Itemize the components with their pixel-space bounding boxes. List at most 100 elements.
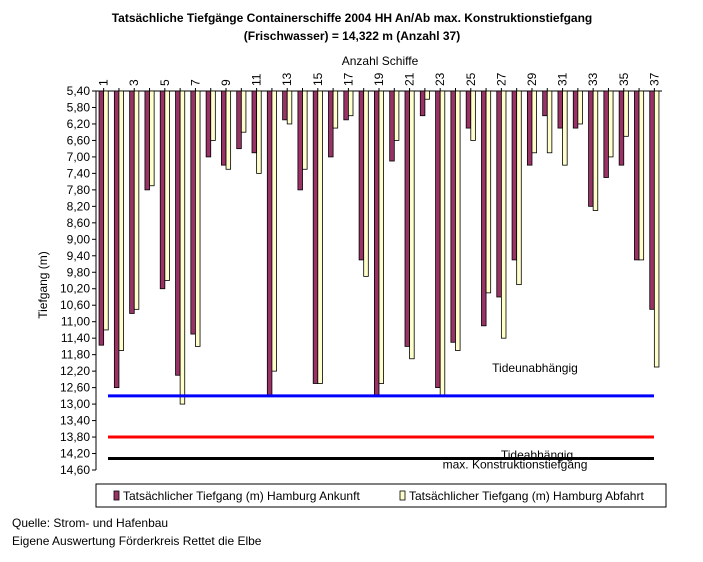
bar bbox=[175, 90, 181, 376]
bar bbox=[485, 90, 492, 294]
bar bbox=[588, 90, 594, 207]
y-tick-label: 14,20 bbox=[60, 447, 90, 461]
bar bbox=[638, 90, 645, 261]
x-tick-label: 25 bbox=[464, 72, 478, 86]
y-tick-label: 5,80 bbox=[67, 100, 91, 114]
y-tick-label: 12,20 bbox=[60, 364, 90, 378]
bar bbox=[572, 90, 579, 129]
bar bbox=[297, 90, 303, 191]
bar bbox=[393, 90, 400, 141]
bar bbox=[190, 90, 196, 335]
bar bbox=[98, 90, 105, 346]
bar bbox=[592, 90, 599, 211]
y-tick-label: 10,20 bbox=[60, 282, 90, 296]
y-tick-label: 13,00 bbox=[60, 397, 90, 411]
bar bbox=[470, 90, 476, 141]
x-tick-label: 3 bbox=[127, 79, 141, 86]
bar bbox=[236, 90, 242, 150]
bar bbox=[409, 90, 415, 360]
x-tick-label: 27 bbox=[494, 72, 508, 86]
y-tick-label: 11,40 bbox=[61, 331, 90, 345]
x-tick-label: 21 bbox=[403, 72, 417, 86]
bar bbox=[251, 90, 258, 154]
chart-subtitle: (Frischwasser) = 14,322 m (Anzahl 37) bbox=[244, 29, 460, 43]
bar bbox=[531, 90, 537, 154]
bar bbox=[348, 90, 354, 117]
y-tick-label: 14,60 bbox=[60, 463, 90, 477]
y-tick-label: 7,80 bbox=[67, 183, 91, 197]
bar bbox=[343, 90, 349, 121]
bar bbox=[496, 90, 502, 298]
bar bbox=[302, 90, 308, 170]
legend-label: Tatsächlicher Tiefgang (m) Hamburg Abfah… bbox=[409, 489, 644, 503]
bar bbox=[179, 90, 186, 405]
bar bbox=[332, 90, 339, 129]
y-tick-label: 5,40 bbox=[67, 84, 91, 98]
bar bbox=[205, 90, 212, 158]
bar bbox=[210, 90, 216, 141]
bar bbox=[439, 90, 446, 397]
x-tick-label: 9 bbox=[219, 79, 233, 86]
bar bbox=[144, 90, 150, 191]
bar bbox=[358, 90, 365, 261]
bar bbox=[516, 90, 522, 286]
x-tick-label: 1 bbox=[97, 79, 111, 86]
bar bbox=[424, 90, 430, 100]
bar bbox=[481, 90, 487, 327]
y-tick-label: 7,40 bbox=[67, 166, 91, 180]
y-tick-label: 6,20 bbox=[67, 117, 91, 131]
x-tick-label: 11 bbox=[250, 73, 264, 86]
bar bbox=[103, 90, 109, 331]
x-tick-label: 31 bbox=[556, 72, 570, 86]
bar bbox=[312, 90, 319, 384]
x-tick-label: 33 bbox=[586, 72, 600, 86]
y-tick-label: 8,60 bbox=[67, 216, 91, 230]
bar bbox=[286, 90, 293, 125]
x-tick-label: 5 bbox=[158, 79, 172, 86]
reference-label: Tideunabhängig bbox=[492, 361, 578, 375]
bar bbox=[542, 90, 548, 117]
x-tick-label: 19 bbox=[372, 72, 386, 86]
y-tick-label: 7,00 bbox=[67, 150, 91, 164]
bar bbox=[317, 90, 323, 384]
x-tick-label: 17 bbox=[341, 72, 355, 86]
bar bbox=[378, 90, 384, 384]
y-tick-label: 12,60 bbox=[60, 381, 90, 395]
bar bbox=[653, 90, 660, 368]
bar bbox=[577, 90, 583, 125]
x-tick-label: 7 bbox=[188, 79, 202, 86]
legend-swatch bbox=[399, 490, 406, 501]
bar bbox=[603, 90, 609, 178]
bar bbox=[404, 90, 410, 347]
bar bbox=[129, 90, 135, 314]
bar bbox=[435, 90, 441, 389]
bar bbox=[526, 90, 533, 166]
y-tick-label: 13,80 bbox=[60, 430, 90, 444]
bar bbox=[618, 90, 625, 166]
bar bbox=[557, 90, 563, 129]
y-tick-label: 11,00 bbox=[61, 315, 90, 329]
footnote: Quelle: Strom- und Hafenbau bbox=[12, 516, 168, 530]
bar bbox=[164, 90, 170, 281]
bar bbox=[511, 90, 518, 261]
x-tick-label: 15 bbox=[311, 72, 325, 86]
bar bbox=[133, 90, 140, 310]
legend-box bbox=[95, 483, 667, 508]
bar bbox=[608, 90, 614, 158]
bar bbox=[195, 90, 201, 347]
bar bbox=[373, 90, 380, 397]
bar bbox=[113, 90, 120, 389]
bar bbox=[271, 90, 277, 372]
bar bbox=[455, 90, 461, 351]
bar bbox=[149, 90, 155, 187]
bar bbox=[240, 90, 247, 133]
x-axis-title: Anzahl Schiffe bbox=[342, 54, 419, 68]
bar bbox=[256, 90, 262, 174]
bar bbox=[328, 90, 334, 158]
reference-label: max. Konstruktionstiefgang bbox=[443, 458, 588, 472]
x-tick-label: 23 bbox=[433, 72, 447, 86]
chart-title: Tatsächliche Tiefgänge Containerschiffe … bbox=[112, 11, 593, 25]
legend-swatch bbox=[113, 490, 120, 501]
y-tick-label: 10,60 bbox=[60, 298, 90, 312]
